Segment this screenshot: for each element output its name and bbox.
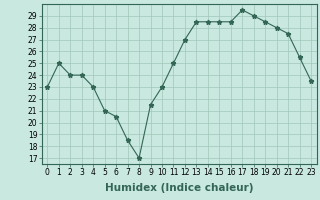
X-axis label: Humidex (Indice chaleur): Humidex (Indice chaleur) bbox=[105, 183, 253, 193]
